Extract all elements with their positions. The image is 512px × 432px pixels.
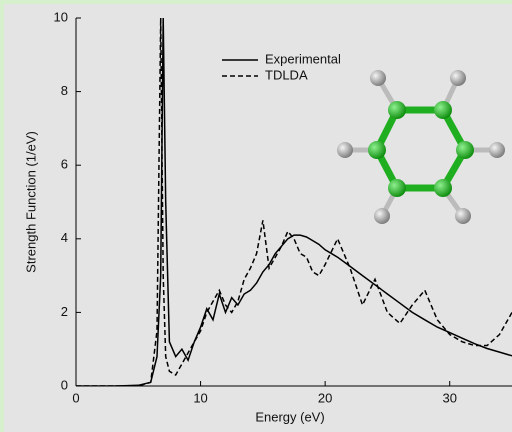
background <box>4 4 512 432</box>
x-axis-label: Energy (eV) <box>255 409 324 424</box>
x-tick-label: 30 <box>442 390 456 405</box>
x-tick-label: 0 <box>72 390 79 405</box>
y-tick-label: 0 <box>61 377 68 392</box>
plot-area <box>76 18 512 386</box>
y-axis-label: Strength Function (1/eV) <box>23 131 38 273</box>
y-tick-label: 8 <box>61 83 68 98</box>
y-tick-label: 4 <box>61 230 68 245</box>
legend-label: TDLDA <box>265 67 308 82</box>
series-line <box>76 18 512 386</box>
legend-label: Experimental <box>265 51 341 66</box>
y-tick-label: 2 <box>61 304 68 319</box>
y-tick-label: 6 <box>61 157 68 172</box>
molecule <box>337 70 505 224</box>
y-tick-label: 10 <box>54 9 68 24</box>
x-tick-label: 10 <box>193 390 207 405</box>
x-tick-label: 20 <box>318 390 332 405</box>
